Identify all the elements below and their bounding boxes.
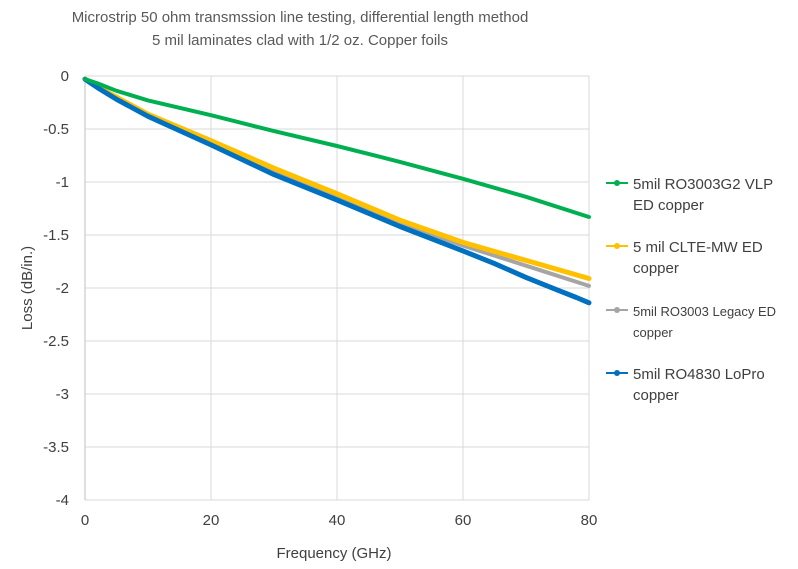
legend-label: ED copper [633, 197, 704, 214]
y-tick-label: -1 [56, 174, 69, 191]
legend-label: 5 mil CLTE-MW ED [633, 239, 763, 256]
x-tick-label: 80 [581, 512, 598, 529]
chart-subtitle: 5 mil laminates clad with 1/2 oz. Copper… [152, 32, 448, 49]
x-tick-label: 20 [203, 512, 220, 529]
y-tick-label: 0 [61, 68, 69, 85]
y-tick-label: -0.5 [43, 121, 69, 138]
legend-label: 5mil RO3003 Legacy ED [633, 304, 776, 319]
legend-label: copper [633, 260, 679, 277]
legend-label: copper [633, 325, 673, 340]
x-axis-title: Frequency (GHz) [276, 545, 391, 562]
legend-label: 5mil RO4830 LoPro [633, 366, 765, 383]
y-tick-label: -3.5 [43, 439, 69, 456]
series-line [83, 77, 591, 219]
series-lines [82, 76, 592, 306]
x-tick-label: 40 [329, 512, 346, 529]
legend-swatch-marker [614, 180, 620, 186]
legend-swatch-marker [614, 370, 620, 376]
y-tick-label: -2.5 [43, 333, 69, 350]
tick-labels: 0 20 40 60 80 0 -0.5 -1 -1.5 -2 -2.5 -3 -3.5 -4 [43, 68, 597, 529]
legend-swatch-marker [614, 307, 620, 313]
x-tick-label: 60 [455, 512, 472, 529]
y-tick-label: -1.5 [43, 227, 69, 244]
y-tick-label: -3 [56, 386, 69, 403]
chart-title: Microstrip 50 ohm transmssion line testi… [72, 9, 529, 26]
gridlines [84, 75, 590, 501]
y-axis-title: Loss (dB/in.) [19, 246, 36, 330]
y-tick-label: -4 [56, 492, 69, 509]
legend-swatch-marker [614, 243, 620, 249]
x-tick-label: 0 [81, 512, 89, 529]
legend-label: copper [633, 387, 679, 404]
legend: 5mil RO3003G2 VLP ED copper 5 mil CLTE-MW … [606, 176, 776, 404]
legend-label: 5mil RO3003G2 VLP [633, 176, 773, 193]
y-tick-label: -2 [56, 280, 69, 297]
series-line [82, 76, 592, 306]
